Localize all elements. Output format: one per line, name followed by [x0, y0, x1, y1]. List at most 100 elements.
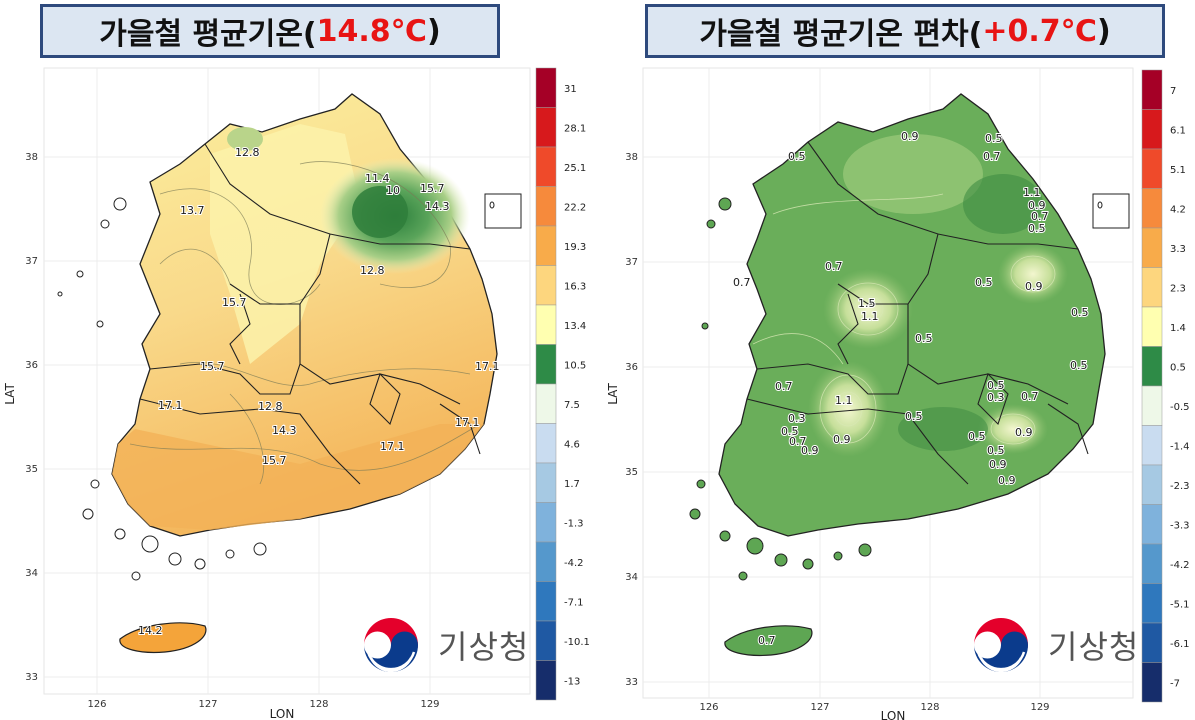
right-anomaly-southeast — [978, 404, 1048, 454]
right-y-tick: 34 — [625, 572, 638, 583]
left-cool-north — [227, 127, 263, 151]
legend-swatch — [1141, 148, 1163, 189]
legend-swatch — [1141, 543, 1163, 584]
right-y-axis-title: LAT — [606, 383, 620, 405]
legend-label: 1.4 — [1170, 323, 1186, 334]
right-contour-label: 0.7 — [775, 380, 793, 393]
left-x-tick: 128 — [309, 699, 328, 710]
right-contour-label: 0.5 — [968, 430, 986, 443]
right-map-plot: 0.9 0.5 0.7 0.5 1.1 0.9 0.7 0.5 0.7 0.7 … — [603, 64, 1143, 720]
left-x-tick: 129 — [420, 699, 439, 710]
legend-label: 6.1 — [1170, 125, 1186, 136]
legend-swatch — [535, 660, 557, 701]
left-inset-box — [484, 193, 522, 229]
legend-label: 4.2 — [1170, 204, 1186, 215]
legend-label: -3.3 — [1170, 520, 1190, 531]
right-contour-label: 0.5 — [1070, 359, 1088, 372]
left-contour-label: 14.3 — [272, 424, 297, 437]
legend-swatch — [1141, 622, 1163, 663]
legend-label: -6.1 — [1170, 639, 1190, 650]
right-contour-label: 0.7 — [733, 276, 751, 289]
kma-emblem-icon — [361, 615, 421, 675]
legend-swatch — [1141, 504, 1163, 545]
left-islands — [57, 197, 267, 581]
left-contours — [129, 161, 481, 485]
right-legend-swatches — [1141, 69, 1163, 703]
right-contour-label: 0.5 — [788, 150, 806, 163]
right-legend-svg: 7 6.1 5.1 4.2 3.3 2.3 1.4 0.5 -0.5 -1.4 -2.3 -3.3 -4… — [1141, 69, 1190, 703]
legend-label: 7.5 — [564, 400, 580, 411]
left-y-tick: 37 — [25, 256, 38, 267]
legend-swatch — [1141, 662, 1163, 703]
right-contour-label: 0.5 — [1071, 306, 1089, 319]
left-title-suffix: ) — [427, 13, 441, 49]
left-y-tick: 34 — [25, 568, 38, 579]
right-legend-labels: 7 6.1 5.1 4.2 3.3 2.3 1.4 0.5 -0.5 -1.4 -2.3 -3.3 -4… — [1170, 86, 1190, 690]
right-anomaly-northeast — [998, 244, 1068, 304]
left-contour-label: 14.3 — [425, 200, 450, 213]
right-contour-label: 0.5 — [975, 276, 993, 289]
left-map-svg: 12.8 11.4 10 15.7 14.3 13.7 12.8 15.7 15… — [3, 67, 531, 720]
left-y-axis-title: LAT — [3, 383, 17, 405]
legend-label: -4.2 — [564, 558, 584, 569]
left-contour-label: 17.1 — [455, 416, 480, 429]
left-contour-label: 17.1 — [158, 399, 183, 412]
legend-swatch — [1141, 227, 1163, 268]
left-y-tick-labels: 38 37 36 35 34 33 — [25, 152, 38, 683]
left-jeju-shape — [119, 622, 207, 654]
right-contour-label: 1.1 — [1023, 186, 1041, 199]
right-y-tick: 38 — [625, 152, 638, 163]
legend-swatch — [1141, 267, 1163, 308]
kma-logo-text: 기상청 — [1048, 628, 1140, 666]
left-map-plot: 12.8 11.4 10 15.7 14.3 13.7 12.8 15.7 15… — [0, 64, 590, 720]
right-title-value: +0.7℃ — [982, 13, 1097, 49]
right-islands — [689, 197, 872, 581]
legend-swatch — [535, 304, 557, 345]
legend-label: -10.1 — [564, 637, 590, 648]
right-x-axis-title: LON — [881, 709, 906, 720]
legend-label: -7 — [1170, 678, 1180, 689]
right-dark-east — [963, 174, 1043, 234]
right-contour-label: 0.5 — [987, 379, 1005, 392]
left-panel: 가을철 평균기온(14.8℃) — [0, 0, 590, 720]
legend-swatch — [1141, 306, 1163, 347]
right-y-tick: 35 — [625, 467, 638, 478]
legend-swatch — [535, 581, 557, 622]
left-title-value: 14.8℃ — [316, 13, 427, 49]
left-legend-swatches — [535, 67, 557, 701]
right-contour-label: 0.5 — [905, 410, 923, 423]
left-y-tick: 38 — [25, 152, 38, 163]
legend-label: 7 — [1170, 86, 1176, 97]
left-contour-label: 15.7 — [262, 454, 287, 467]
legend-label: 28.1 — [564, 123, 586, 134]
legend-label: 25.1 — [564, 163, 586, 174]
legend-label: -2.3 — [1170, 481, 1190, 492]
right-x-tick: 126 — [699, 702, 718, 713]
left-contour-label: 15.7 — [420, 182, 445, 195]
right-contour-label: 0.5 — [781, 425, 799, 438]
legend-swatch — [535, 423, 557, 464]
right-contour-label: 1.1 — [835, 394, 853, 407]
right-x-tick: 128 — [920, 702, 939, 713]
legend-label: 31 — [564, 84, 577, 95]
legend-swatch — [1141, 188, 1163, 229]
legend-swatch — [535, 67, 557, 108]
right-map-svg: 0.9 0.5 0.7 0.5 1.1 0.9 0.7 0.5 0.7 0.7 … — [606, 67, 1134, 720]
legend-label: 5.1 — [1170, 165, 1186, 176]
legend-label: -1.3 — [564, 518, 584, 529]
left-contour-label: 13.7 — [180, 204, 205, 217]
legend-label: 0.5 — [1170, 362, 1186, 373]
legend-label: -5.1 — [1170, 599, 1190, 610]
right-inset-island — [1097, 201, 1103, 209]
legend-swatch — [1141, 385, 1163, 426]
right-title-prefix: 가을철 평균기온 편차( — [699, 17, 983, 52]
left-kma-logo: 기상청 — [358, 612, 529, 678]
right-contour-label: 0.5 — [1028, 222, 1046, 235]
legend-swatch — [1141, 464, 1163, 505]
left-contour-label: 15.7 — [222, 296, 247, 309]
right-contour-label: 0.9 — [998, 474, 1016, 487]
legend-label: 16.3 — [564, 281, 586, 292]
left-y-tick: 36 — [25, 360, 38, 371]
left-y-tick: 33 — [25, 672, 38, 683]
left-x-axis-title: LON — [270, 707, 295, 720]
